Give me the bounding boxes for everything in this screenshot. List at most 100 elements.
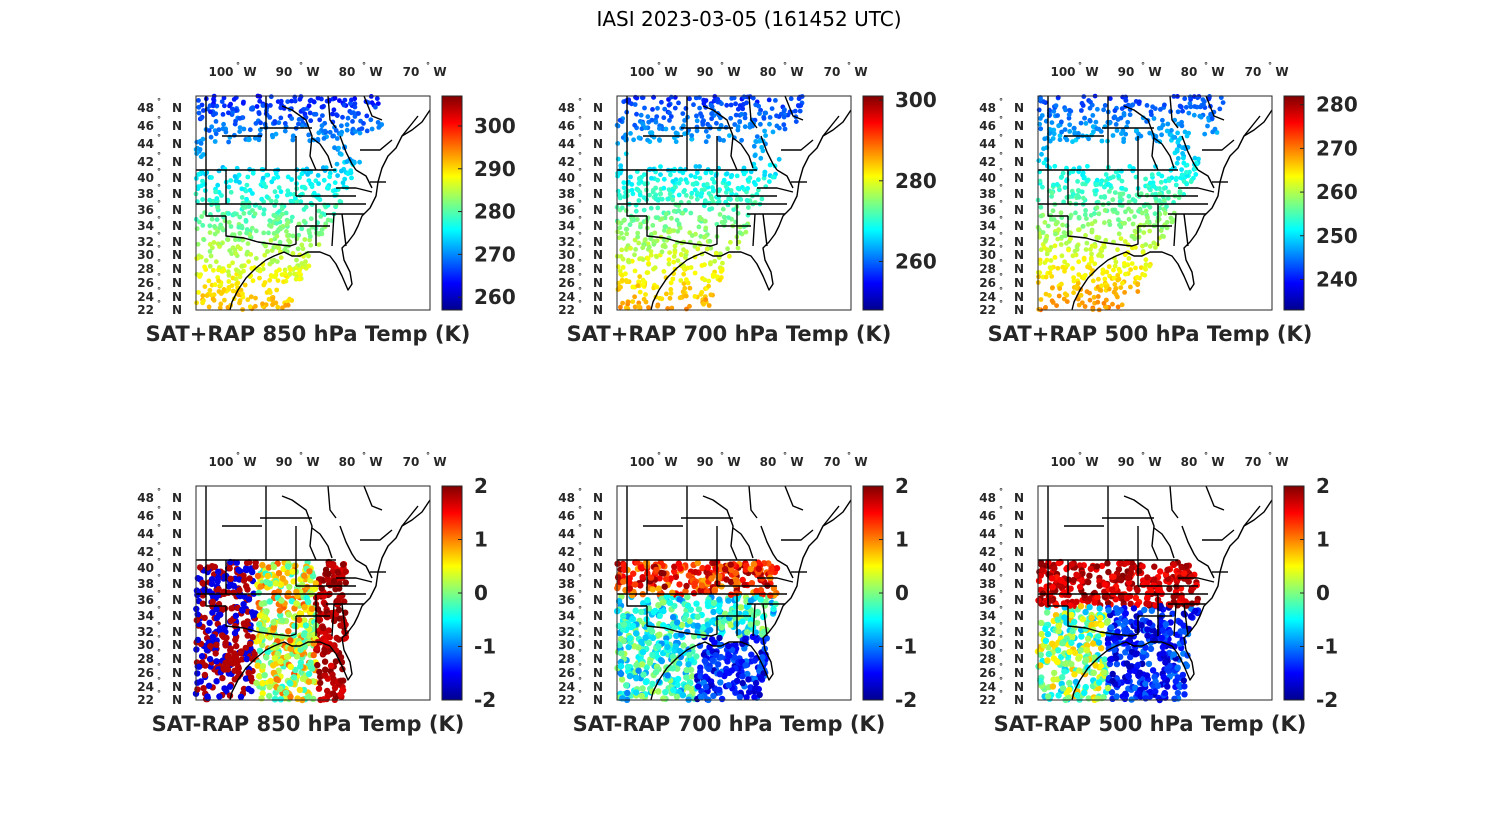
data-point [237, 649, 244, 657]
y-tick-label: 24 [137, 290, 154, 304]
data-point [693, 653, 700, 660]
data-point [1058, 242, 1064, 247]
degree-symbol: ° [999, 167, 1003, 176]
axes-box [195, 95, 431, 311]
data-point [747, 597, 755, 604]
data-point [633, 661, 640, 669]
data-point [283, 210, 289, 216]
data-point [212, 282, 218, 288]
data-point [649, 117, 655, 123]
y-tick-label: 42 [137, 545, 154, 559]
data-point [310, 651, 317, 659]
data-point [697, 673, 704, 680]
data-point [1134, 127, 1139, 133]
data-point [1142, 272, 1148, 278]
data-point [247, 127, 253, 133]
data-point [716, 671, 724, 678]
data-point [636, 279, 641, 285]
data-point [1083, 121, 1089, 126]
data-point [618, 650, 625, 657]
data-point [1088, 247, 1093, 252]
data-point [1165, 667, 1172, 675]
data-point [311, 585, 319, 592]
data-point [739, 673, 746, 680]
data-point [1175, 156, 1181, 161]
data-point [657, 295, 663, 301]
data-point [728, 667, 736, 674]
data-point [661, 115, 667, 121]
data-point [637, 192, 643, 198]
data-point [246, 204, 252, 209]
data-point [1047, 265, 1053, 270]
data-point [633, 675, 640, 682]
data-point [332, 180, 338, 186]
data-point [287, 663, 294, 670]
data-point [676, 647, 684, 655]
data-point [1132, 228, 1138, 234]
data-point [333, 634, 340, 642]
degree-symbol: ° [999, 199, 1003, 208]
y-tick-hem: N [593, 219, 603, 233]
data-point [301, 107, 307, 112]
data-point [706, 134, 711, 139]
data-point [204, 170, 210, 175]
data-point [289, 214, 295, 220]
x-tick-label: 80 [760, 455, 777, 469]
y-tick-label: 30 [137, 248, 154, 262]
data-point [199, 579, 206, 587]
data-point [708, 636, 716, 643]
data-point [1047, 138, 1053, 144]
data-point [196, 98, 201, 103]
data-point [684, 684, 691, 691]
data-point [225, 237, 231, 243]
data-point [626, 672, 634, 680]
data-point [285, 99, 291, 104]
data-point [1144, 578, 1151, 586]
data-point [237, 116, 242, 121]
data-point [1054, 303, 1059, 308]
colorbar-tick-label: 300 [474, 114, 516, 138]
data-point [687, 606, 694, 613]
data-point [663, 224, 668, 230]
data-point [710, 272, 716, 278]
data-point [319, 227, 325, 233]
data-point [277, 612, 284, 619]
data-point [200, 293, 206, 298]
data-point [289, 177, 294, 182]
data-point [1162, 210, 1168, 216]
data-point [302, 622, 310, 629]
data-point [667, 575, 674, 582]
degree-symbol: ° [578, 589, 582, 598]
data-point [1085, 222, 1091, 227]
data-point [1055, 220, 1060, 225]
y-tick-hem: N [593, 509, 603, 523]
data-point [221, 95, 227, 101]
data-point [1147, 204, 1153, 210]
data-point [1121, 261, 1127, 266]
degree-symbol: ° [657, 61, 661, 70]
data-point [274, 194, 280, 199]
data-point [655, 177, 661, 183]
data-point [1078, 633, 1085, 640]
data-point [1202, 131, 1208, 137]
y-tick-label: 30 [558, 638, 575, 652]
data-point [1151, 240, 1157, 246]
data-point [620, 256, 626, 262]
data-point [288, 198, 294, 204]
degree-symbol: ° [578, 676, 582, 685]
data-point [1095, 294, 1101, 299]
data-point [1062, 185, 1068, 190]
data-point [663, 126, 669, 132]
data-point [1071, 649, 1079, 656]
y-tick-hem: N [593, 235, 603, 249]
y-tick-label: 44 [137, 137, 154, 151]
data-point [293, 600, 300, 607]
data-point [1037, 178, 1043, 184]
data-point [271, 696, 279, 703]
data-point [211, 297, 217, 303]
data-point [339, 168, 344, 174]
data-point [196, 290, 201, 295]
data-point [755, 565, 763, 573]
data-point [284, 192, 290, 198]
data-point [296, 121, 301, 127]
